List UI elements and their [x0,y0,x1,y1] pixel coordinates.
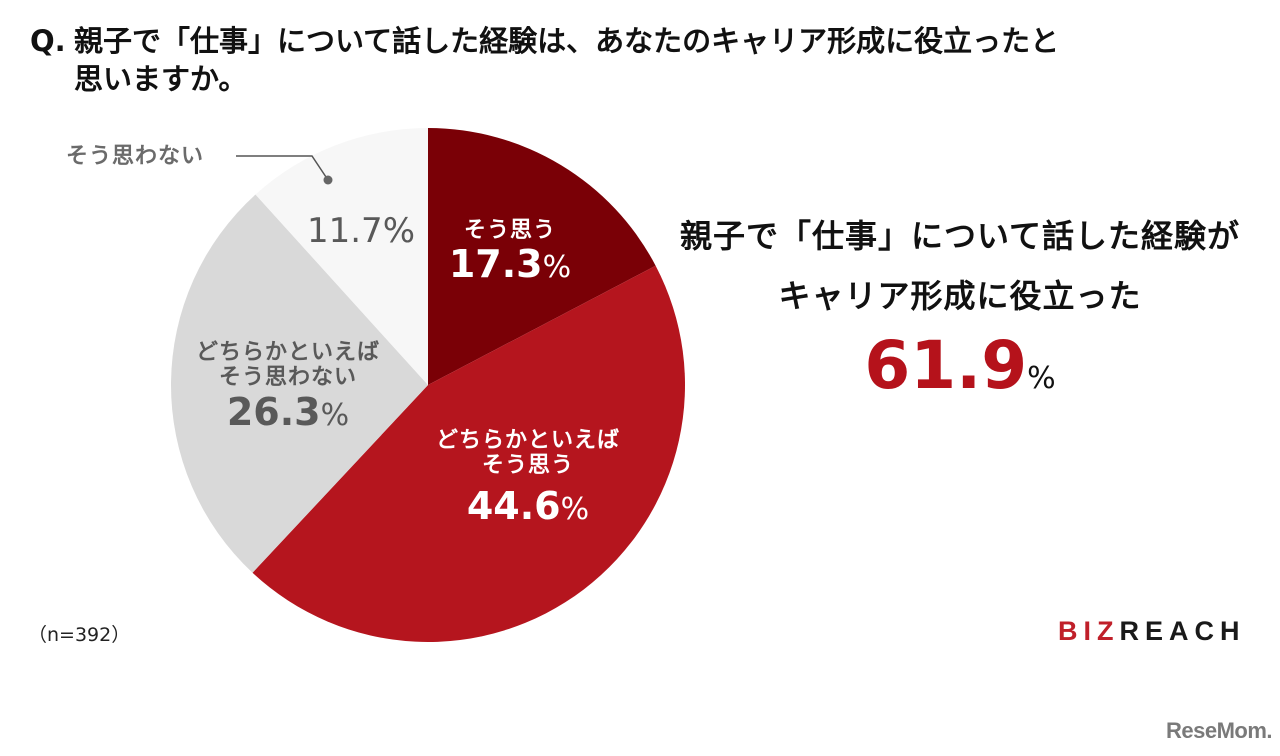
pie-slices [170,128,686,643]
summary-line-1: 親子で「仕事」について話した経験が [679,217,1241,255]
slice-disagree [255,128,428,385]
summary-value: 61.9 [864,327,1028,404]
slice-label-disagree-value: 11.7 [306,211,383,251]
slice-label-somewhat-disagree-value: 26.3 [226,389,321,434]
slice-label-somewhat-agree: どちらかといえば そう思う 44.6% [435,428,620,528]
leader-line [236,155,329,181]
slice-agree [428,128,656,385]
question-line-1: 親子で「仕事」について話した経験は、あなたのキャリア形成に役立ったと [74,24,1060,58]
slice-somewhat-disagree [170,194,428,573]
question-prefix: Q. [30,24,66,58]
summary-callout: 親子で「仕事」について話した経験が キャリア形成に役立った 61.9% [660,206,1260,419]
slice-label-somewhat-agree-value: 44.6 [466,483,561,528]
leader-dot [323,175,333,185]
slice-label-disagree: 11.7% [306,211,415,251]
slice-label-agree-value: 17.3 [448,242,543,287]
question-line-2: 思いますか。 [74,62,248,96]
slice-somewhat-agree [252,265,686,643]
question-title: Q. 親子で「仕事」について話した経験は、あなたのキャリア形成に役立ったと 思いま… [30,22,1230,98]
sample-size: （n=392） [28,624,131,646]
resemom-watermark: ReseMom. [1166,718,1273,743]
summary-unit: % [1027,361,1056,396]
summary-line-2: キャリア形成に役立った [778,277,1142,315]
slice-label-agree-name: そう思う [463,218,556,243]
slice-label-somewhat-disagree: どちらかといえば そう思わない 26.3% [195,340,380,434]
slice-label-disagree-name: そう思わない [66,144,205,169]
slice-label-agree: そう思う 17.3% [440,218,580,287]
bizreach-logo: BIZREACH [1058,616,1246,646]
